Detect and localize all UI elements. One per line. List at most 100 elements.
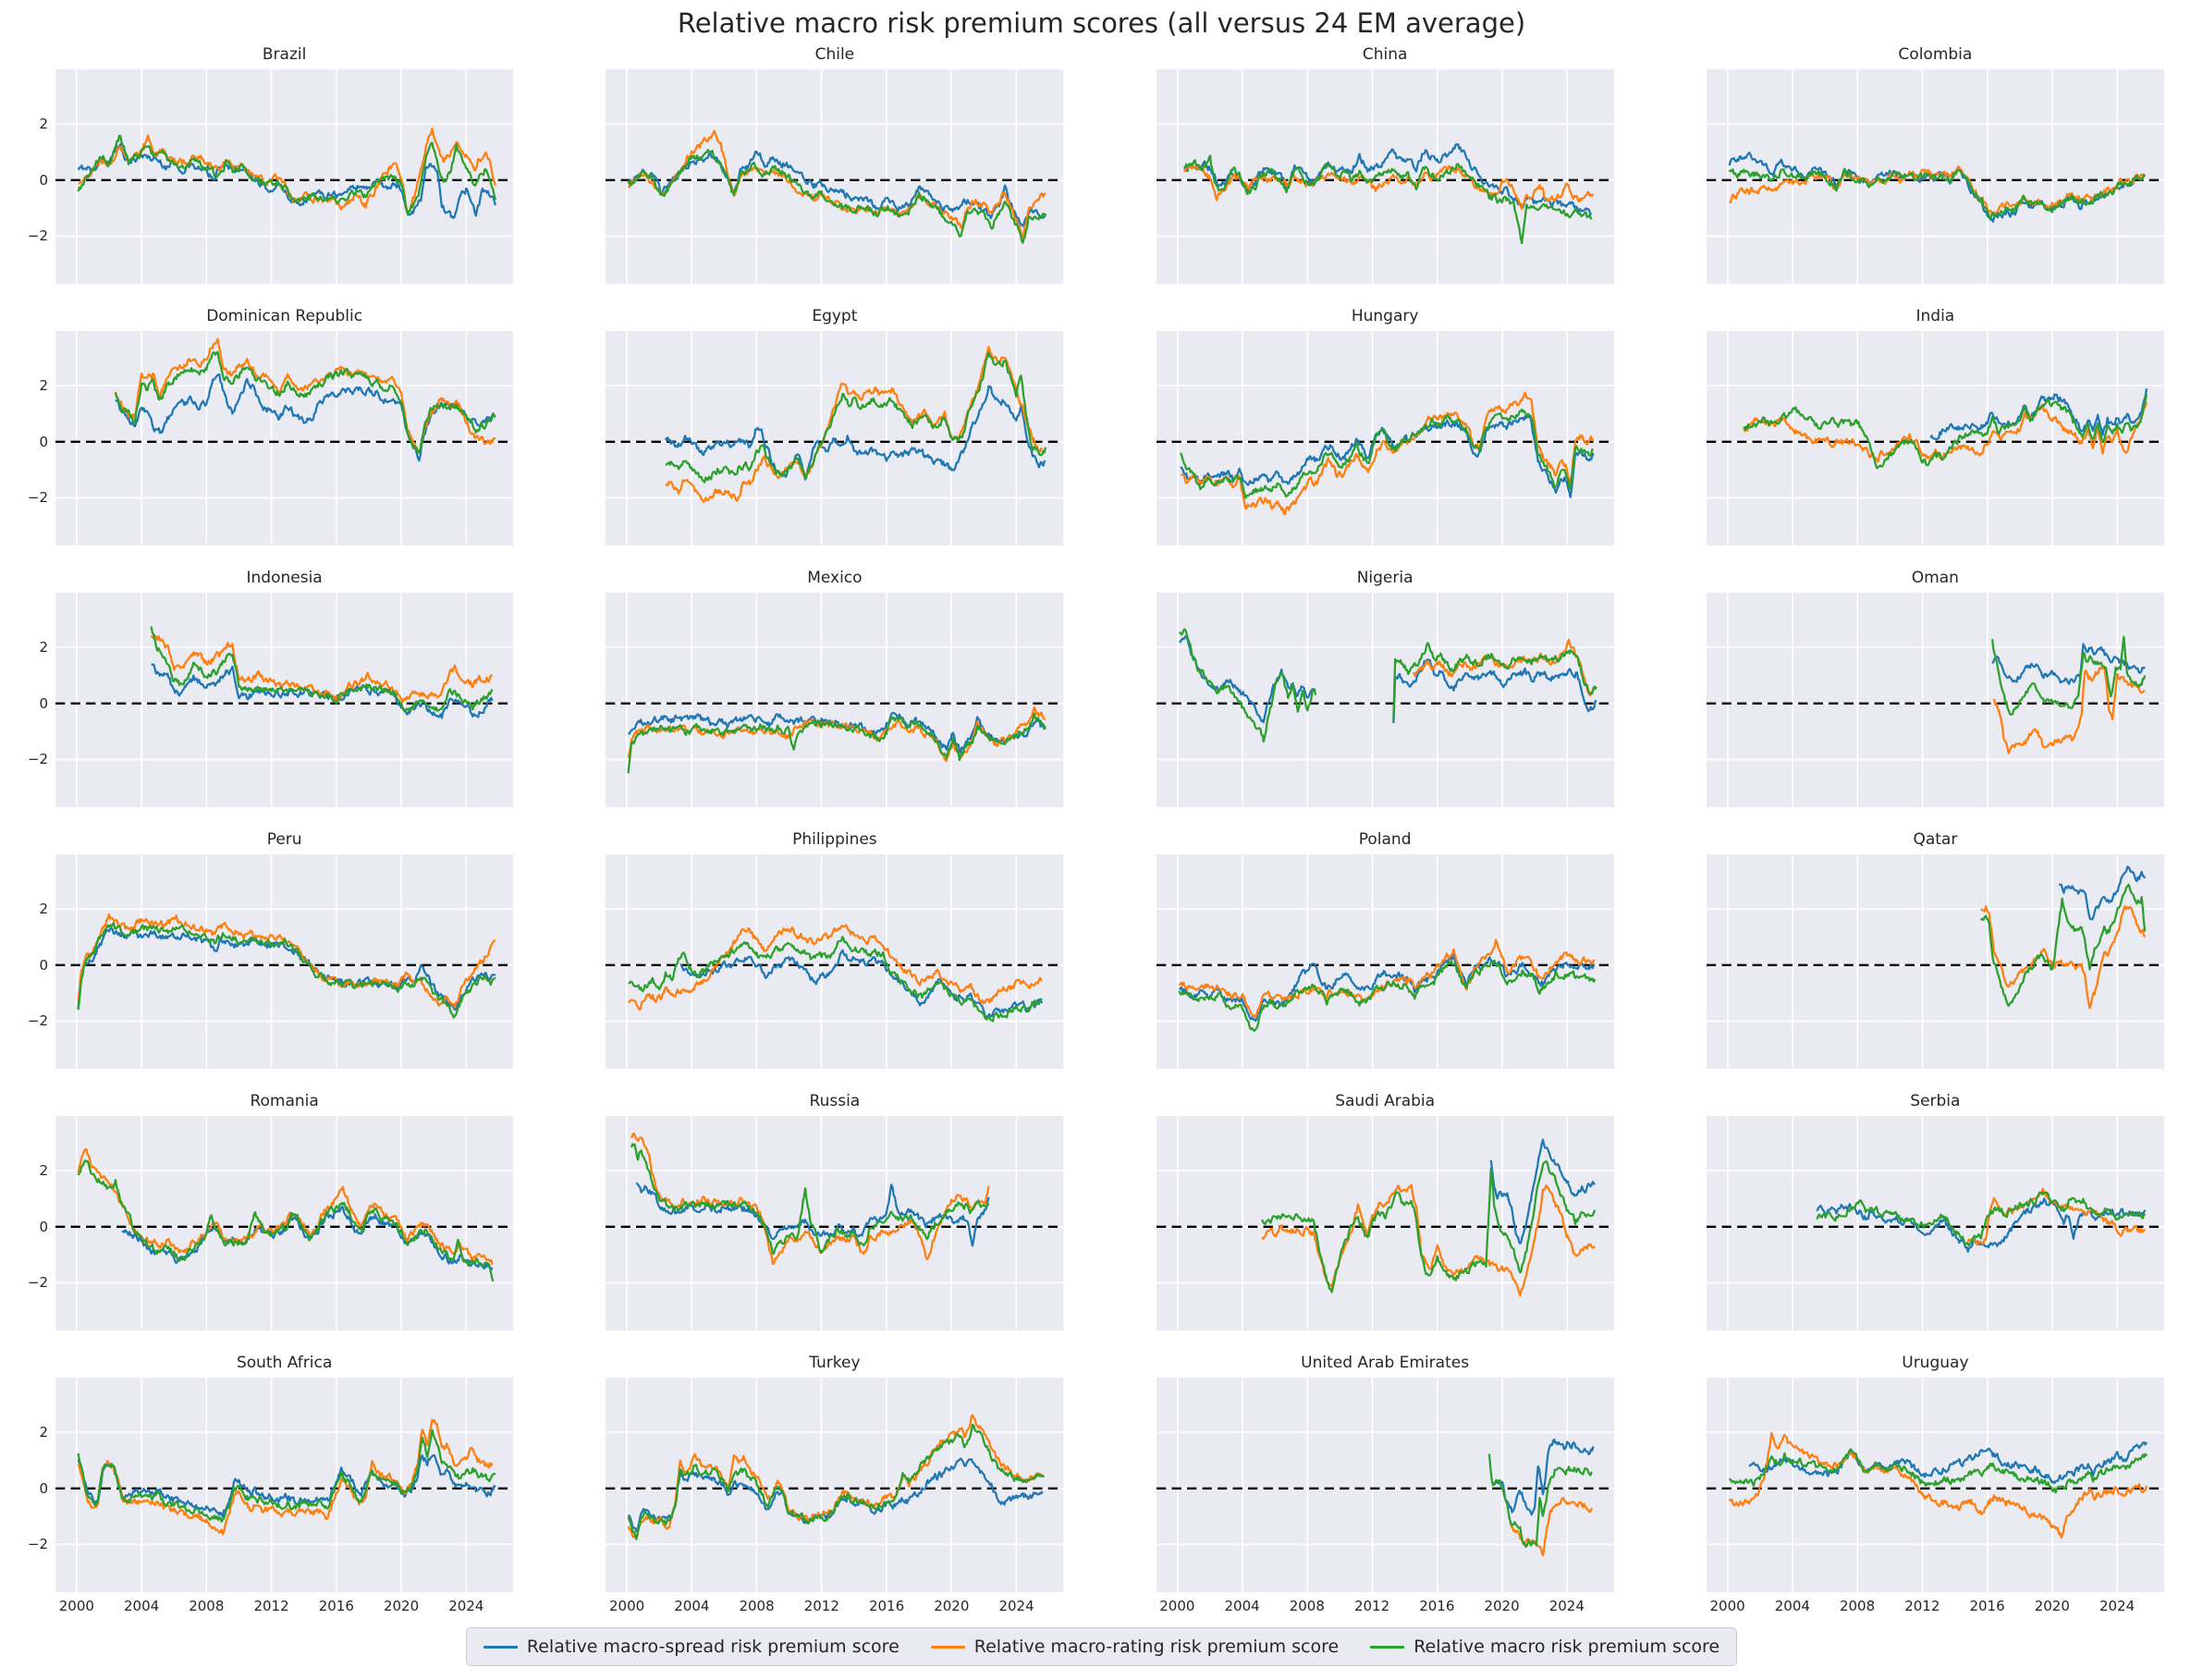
plot-area — [1706, 593, 2164, 807]
plot-area: 2 0 −2 — [28, 854, 514, 1069]
series-line-spread — [1179, 635, 1597, 724]
x-tick-label: 2004 — [123, 1598, 160, 1614]
series-line-rating — [77, 1147, 494, 1265]
series-line-rating — [1992, 665, 2146, 754]
subplot-mexico: Mexico — [606, 568, 1064, 807]
series-line-spread — [1990, 643, 2146, 685]
y-tick-label: −2 — [27, 227, 48, 245]
x-tick-label: 2020 — [383, 1598, 420, 1614]
subplot-title: South Africa — [236, 1354, 333, 1372]
series-line-macro — [1179, 408, 1594, 499]
series-line-macro — [1178, 628, 1597, 743]
plot-canvas — [55, 593, 514, 807]
subplot-title: Turkey — [809, 1354, 861, 1372]
subplot-peru: Peru 2 0 −2 — [28, 829, 514, 1069]
y-tick-label: −2 — [27, 751, 48, 768]
subplot-uruguay: Uruguay 2000 2004 2008 2012 2016 2020 2024 — [1706, 1353, 2164, 1618]
series-line-rating — [1979, 905, 2146, 1010]
macro-line-swatch-icon — [1370, 1645, 1405, 1649]
series-line-spread — [665, 385, 1046, 481]
subplot-nigeria: Nigeria — [1156, 568, 1614, 807]
plot-area: 2000 2004 2008 2012 2016 2020 2024 — [1706, 1378, 2164, 1614]
plot-area — [606, 331, 1064, 546]
subplot-serbia: Serbia — [1706, 1091, 2164, 1331]
legend: Relative macro-spread risk premium score… — [0, 1627, 2203, 1666]
y-tick-label: −2 — [27, 1536, 48, 1553]
subplot-china: China — [1156, 44, 1614, 284]
series-line-spread — [115, 373, 496, 462]
plot-canvas — [1706, 1116, 2164, 1331]
series-line-macro — [1728, 1448, 2148, 1494]
x-tick-label: 2008 — [739, 1598, 775, 1614]
plot-canvas — [606, 331, 1064, 546]
x-tick-label: 2004 — [1224, 1598, 1260, 1614]
subplot-title: Mexico — [807, 569, 863, 587]
plot-canvas — [1156, 1116, 1614, 1331]
subplot-title: Indonesia — [246, 569, 323, 587]
plot-area — [606, 69, 1064, 284]
legend-item-macro: Relative macro risk premium score — [1370, 1637, 1720, 1657]
series-line-rating — [665, 346, 1044, 503]
plot-canvas — [606, 1378, 1064, 1592]
plot-canvas — [1156, 331, 1614, 546]
x-tick-label: 2008 — [1289, 1598, 1325, 1614]
x-tick-label: 2020 — [2034, 1598, 2070, 1614]
series-line-spread — [77, 142, 497, 219]
plot-area — [1156, 1116, 1614, 1331]
series-line-macro — [1743, 394, 2148, 470]
series-line-macro — [77, 1429, 496, 1523]
subplot-title: Egypt — [812, 307, 858, 325]
series-line-rating — [627, 1414, 1045, 1540]
plot-area — [1706, 854, 2164, 1069]
series-line-spread — [77, 926, 496, 1011]
series-line-spread — [635, 1182, 990, 1247]
subplot-turkey: Turkey 2000 2004 2008 2012 2016 2020 2024 — [606, 1353, 1064, 1618]
series-line-rating — [628, 924, 1043, 1011]
x-tick-label: 2000 — [1159, 1598, 1195, 1614]
plot-canvas — [1156, 1378, 1614, 1592]
plot-area — [1706, 1116, 2164, 1331]
subplot-title: United Arab Emirates — [1301, 1354, 1470, 1372]
plot-canvas — [606, 854, 1064, 1069]
plot-area — [1156, 69, 1614, 284]
subplot-russia: Russia — [606, 1091, 1064, 1331]
x-tick-label: 2016 — [1419, 1598, 1455, 1614]
x-tick-label: 2020 — [934, 1598, 970, 1614]
legend-label-spread: Relative macro-spread risk premium score — [526, 1637, 900, 1657]
plot-canvas — [606, 593, 1064, 807]
plot-canvas — [1706, 593, 2164, 807]
legend-box: Relative macro-spread risk premium score… — [465, 1627, 1738, 1666]
x-tick-label: 2016 — [318, 1598, 354, 1614]
subplot-title: Oman — [1911, 569, 1959, 587]
x-tick-label: 2024 — [2099, 1598, 2136, 1614]
subplot-poland: Poland — [1156, 829, 1614, 1069]
plot-canvas — [1156, 593, 1614, 807]
plot-area: 2 0 −2 — [28, 593, 514, 807]
plot-canvas — [606, 1116, 1064, 1331]
y-tick-label: 0 — [39, 694, 48, 712]
y-tick-label: −2 — [27, 1274, 48, 1292]
series-line-macro — [630, 1143, 990, 1255]
series-line-spread — [1748, 1441, 2148, 1484]
subplot-title: Qatar — [1913, 830, 1958, 849]
x-tick-label: 2000 — [608, 1598, 645, 1614]
plot-canvas — [606, 69, 1064, 284]
plot-area: 2 0 −2 — [28, 1116, 514, 1331]
plot-area — [1156, 854, 1614, 1069]
plot-area: 2000 2004 2008 2012 2016 2020 2024 — [606, 1378, 1064, 1614]
subplot-hungary: Hungary — [1156, 306, 1614, 546]
series-line-rating — [77, 1418, 494, 1536]
x-tick-label: 2024 — [448, 1598, 484, 1614]
subplot-philippines: Philippines — [606, 829, 1064, 1069]
series-line-rating — [627, 129, 1046, 239]
plot-canvas — [1706, 854, 2164, 1069]
subplot-title: Romania — [250, 1092, 319, 1110]
series-line-rating — [114, 337, 496, 453]
series-line-macro — [627, 1423, 1046, 1540]
series-line-rating — [630, 1132, 990, 1266]
subplot-title: Dominican Republic — [206, 307, 363, 325]
subplot-brazil: Brazil 2 0 −2 — [28, 44, 514, 284]
series-line-macro — [1990, 635, 2147, 716]
series-line-macro — [627, 712, 1047, 774]
